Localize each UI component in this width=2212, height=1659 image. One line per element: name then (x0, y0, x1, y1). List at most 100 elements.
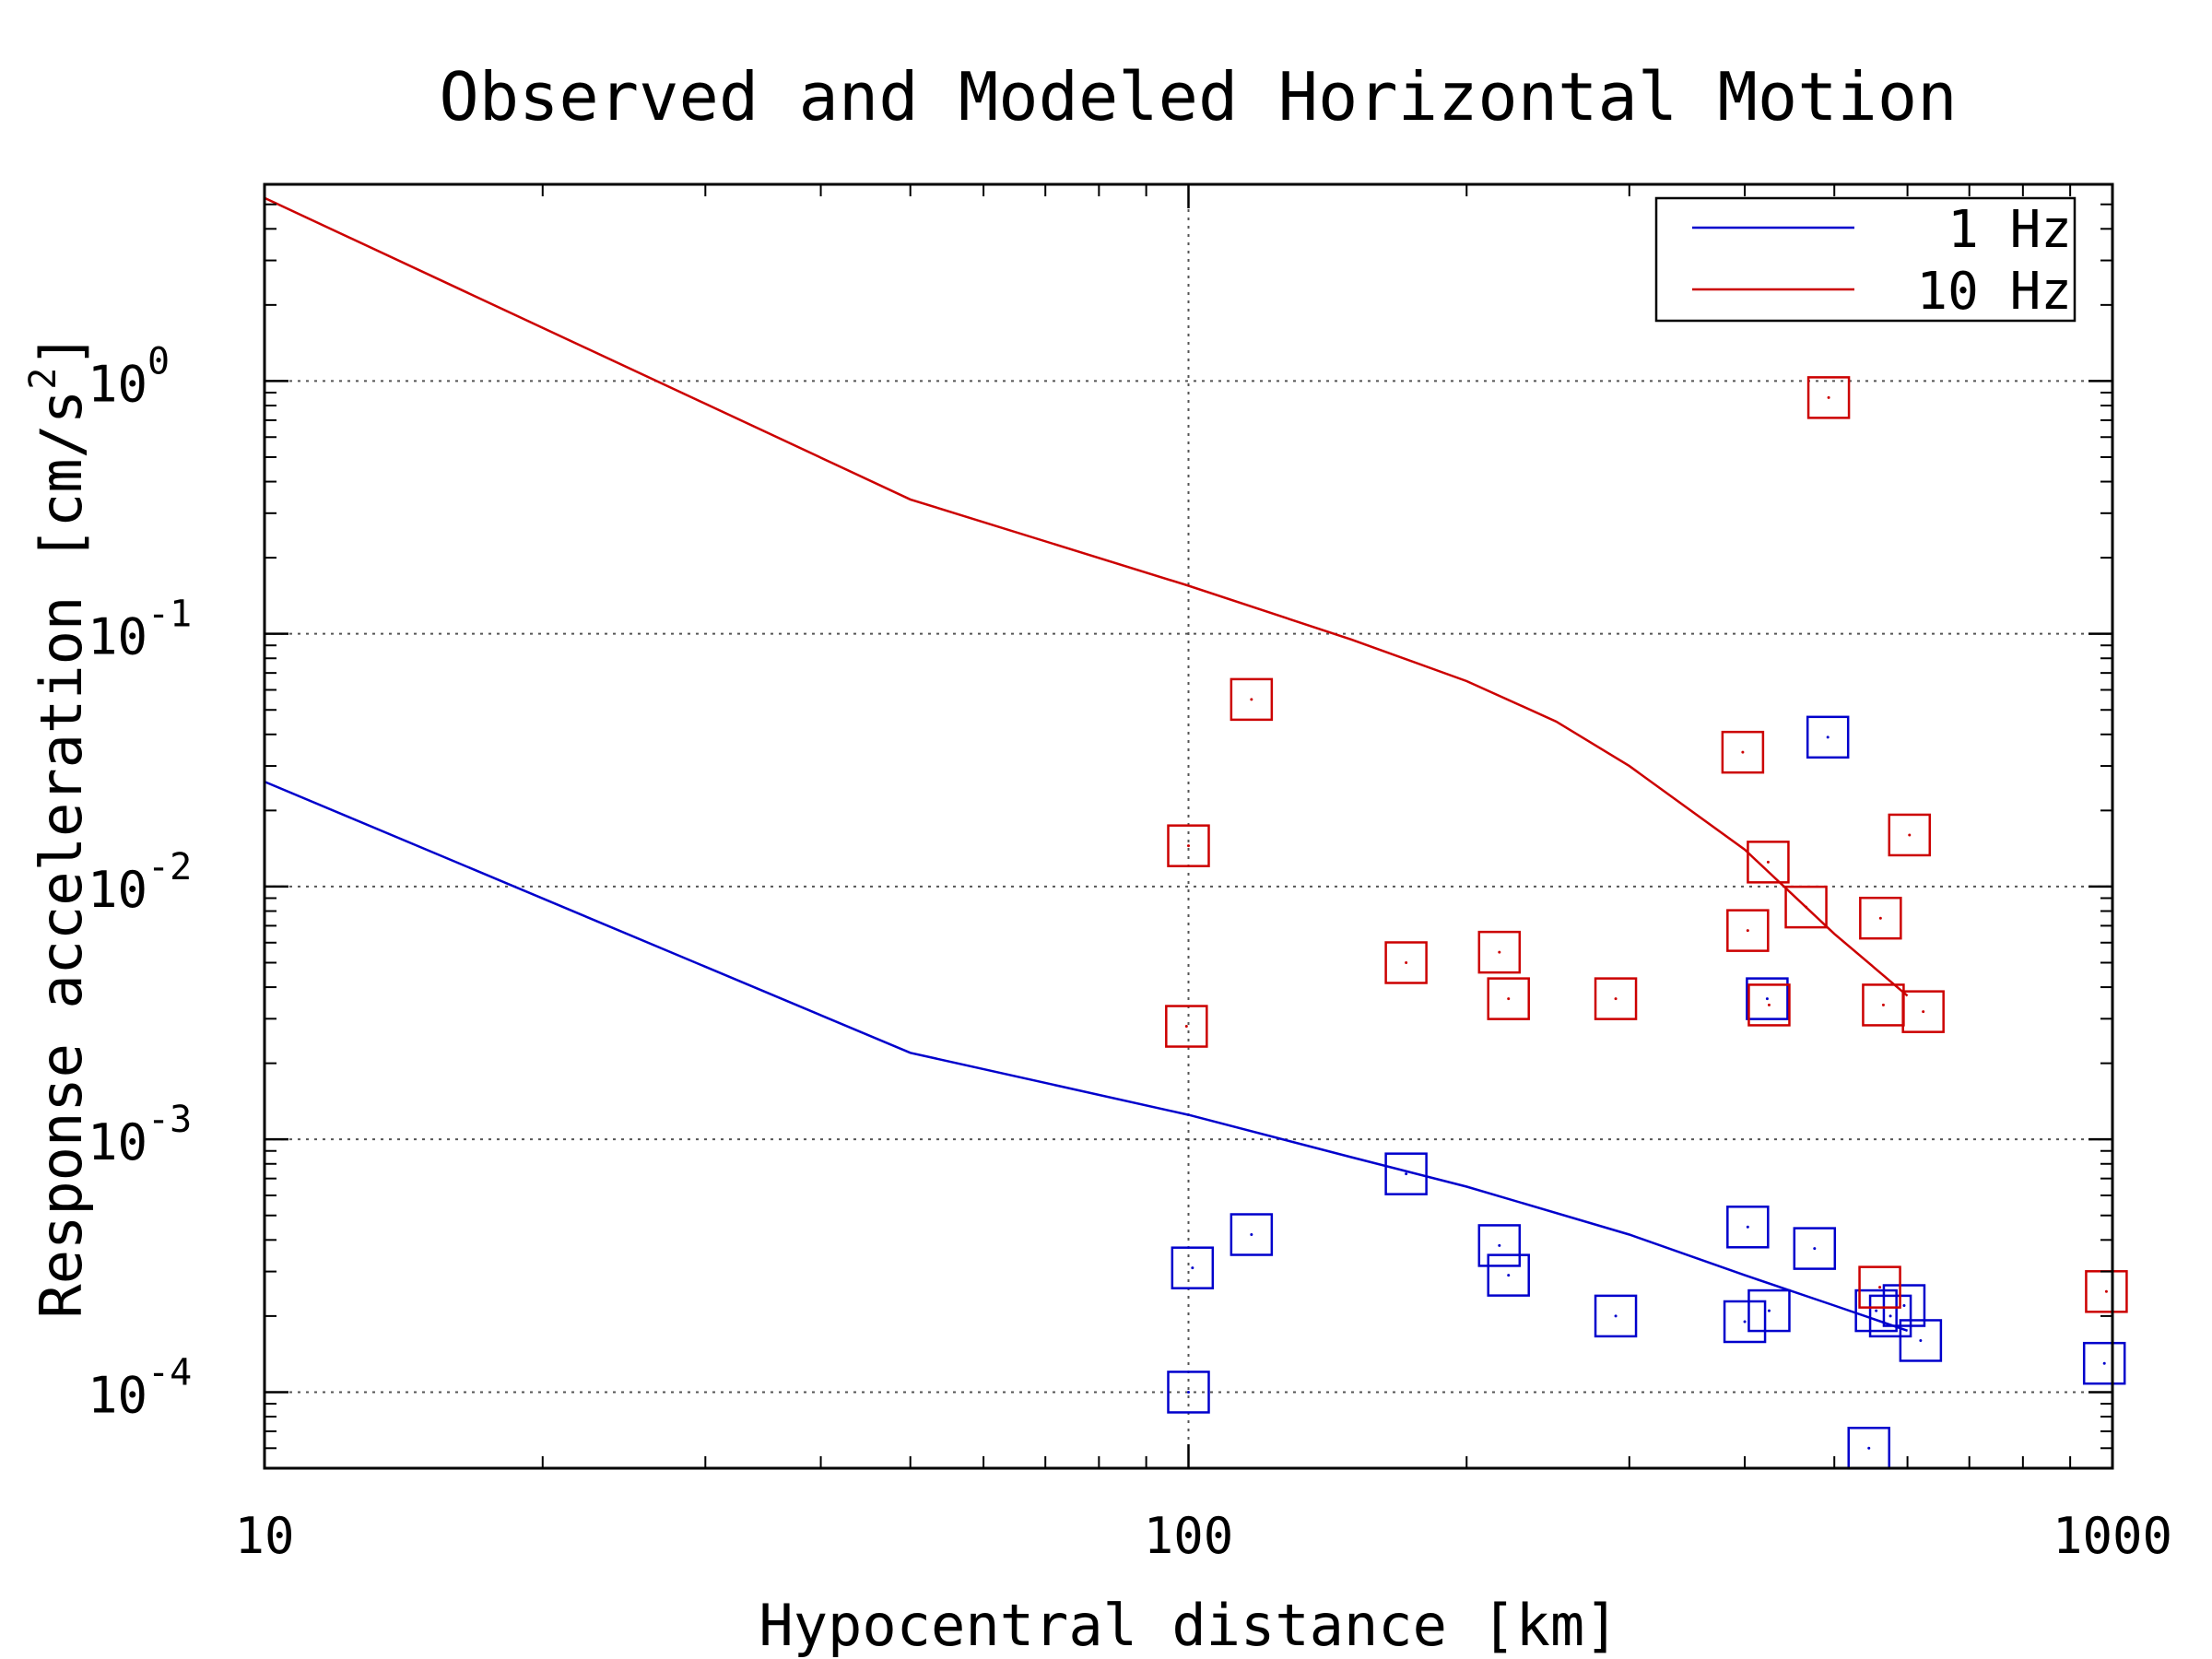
series-layer (264, 196, 1909, 1332)
observed-point-10hz (1721, 730, 1765, 774)
observed-point-1hz-center (1507, 1274, 1511, 1277)
observed-point-10hz (1477, 930, 1522, 974)
observed-point-10hz (1230, 677, 1274, 722)
observed-point-1hz (1167, 1371, 1210, 1414)
observed-point-10hz-center (1767, 1003, 1771, 1006)
observed-point-1hz-center (1902, 1304, 1906, 1308)
observed-point-1hz (1726, 1206, 1770, 1249)
observed-point-1hz-center (1191, 1266, 1194, 1270)
observed-point-10hz-center (1250, 698, 1253, 701)
y-tick-base: 10 (88, 608, 147, 666)
observed-point-1hz (1793, 1227, 1837, 1270)
observed-point-1hz-center (1765, 997, 1769, 1001)
observed-point-10hz-center (1498, 950, 1501, 954)
observed-point-1hz (1899, 1319, 1943, 1362)
y-tick-label: 10-2 (88, 846, 192, 919)
observed-point-10hz (1487, 977, 1530, 1020)
chart-title: Observed and Modeled Horizontal Motion (439, 58, 1957, 135)
observed-point-1hz-center (1767, 1309, 1771, 1312)
observed-point-1hz-center (1875, 1309, 1878, 1312)
observed-point-10hz (1726, 909, 1770, 952)
observed-point-10hz-center (1878, 1286, 1882, 1289)
y-tick-base: 10 (88, 1113, 147, 1171)
observed-point-1hz (1746, 977, 1789, 1020)
observed-point-1hz (1854, 1288, 1898, 1333)
y-axis-label-sup: 2 (22, 368, 65, 390)
observed-point-1hz (1477, 1224, 1522, 1267)
observed-point-10hz-center (1881, 1003, 1885, 1006)
observed-point-10hz-center (2104, 1289, 2108, 1293)
observed-point-10hz (1747, 841, 1790, 884)
observed-point-1hz-center (1919, 1338, 1923, 1342)
y-tick-label: 10-3 (88, 1099, 192, 1171)
y-axis-label: Response acceleration [cm/s2] (22, 333, 95, 1318)
observed-point-1hz (1171, 1246, 1215, 1289)
y-tick-base: 10 (88, 1366, 147, 1424)
legend-box (1654, 196, 2077, 323)
observed-point-10hz (1784, 885, 1828, 929)
observed-point-1hz-center (1405, 1172, 1408, 1176)
legend: 1 Hz 10 Hz (1654, 196, 2077, 323)
legend-label-10hz: 10 Hz (1916, 262, 2072, 322)
observed-point-10hz-center (1746, 929, 1749, 933)
observed-point-1hz (1230, 1213, 1274, 1256)
observed-point-1hz-center (1187, 1390, 1190, 1394)
observed-point-10hz (1858, 1265, 1901, 1309)
observed-point-10hz (1747, 983, 1791, 1027)
observed-point-1hz (1723, 1300, 1767, 1344)
model-line-10hz (264, 196, 1909, 997)
observed-point-1hz-center (1813, 1247, 1817, 1251)
observed-point-10hz-center (1741, 750, 1745, 754)
observed-point-1hz-center (1250, 1233, 1253, 1237)
observed-point-10hz (1167, 824, 1210, 867)
observed-point-10hz (1806, 376, 1851, 419)
observed-point-1hz-center (2102, 1361, 2106, 1365)
model-line-1hz (264, 780, 1909, 1332)
observed-point-1hz (1384, 1152, 1428, 1195)
observed-point-10hz-center (1908, 833, 1912, 837)
observed-point-10hz-center (1184, 1025, 1188, 1029)
observed-point-10hz (1901, 990, 1945, 1033)
y-tick-label: 10-1 (88, 594, 192, 666)
y-tick-exp: -2 (147, 846, 192, 888)
observed-point-1hz-center (1826, 735, 1830, 739)
x-axis-ticks: 10 100 1000 (234, 184, 2172, 1565)
y-tick-label: 100 (88, 340, 170, 413)
observed-point-1hz-center (1746, 1225, 1749, 1229)
y-tick-base: 10 (88, 861, 147, 919)
observed-point-1hz (1747, 1288, 1791, 1333)
y-tick-exp: -4 (147, 1351, 192, 1394)
observed-point-1hz-center (1498, 1243, 1501, 1247)
observed-point-10hz (1888, 813, 1932, 857)
observed-point-10hz-center (1187, 844, 1190, 848)
observed-point-10hz (1384, 941, 1428, 984)
observed-point-1hz-center (1743, 1320, 1747, 1324)
y-tick-exp: 0 (147, 340, 170, 382)
observed-point-10hz (1165, 1005, 1208, 1048)
x-tick-label: 10 (234, 1507, 294, 1565)
observed-point-10hz-center (1507, 997, 1511, 1001)
observed-point-10hz-center (1827, 395, 1830, 399)
observed-point-1hz (2082, 1341, 2126, 1385)
observed-point-10hz-center (1614, 997, 1618, 1001)
observed-point-10hz (1594, 977, 1638, 1020)
y-tick-exp: -1 (147, 594, 192, 636)
y-tick-label: 10-4 (88, 1351, 192, 1424)
legend-label-1hz: 1 Hz (1947, 200, 2072, 260)
observed-point-1hz-center (1614, 1314, 1618, 1318)
observed-point-10hz-center (1766, 860, 1770, 864)
y-axis-label-close: ] (28, 333, 95, 367)
observed-point-1hz (1806, 715, 1850, 759)
x-tick-label: 100 (1144, 1507, 1234, 1565)
observed-point-1hz-center (1867, 1446, 1871, 1450)
observed-point-1hz (1594, 1294, 1638, 1338)
observed-point-10hz-center (1405, 960, 1408, 964)
observed-point-10hz-center (1922, 1010, 1925, 1014)
x-axis-label: Hypocentral distance [km] (759, 1592, 1618, 1659)
observed-point-1hz (1487, 1253, 1530, 1297)
observed-point-10hz-center (1805, 905, 1808, 909)
grid (265, 184, 2112, 1468)
y-tick-base: 10 (88, 355, 147, 413)
